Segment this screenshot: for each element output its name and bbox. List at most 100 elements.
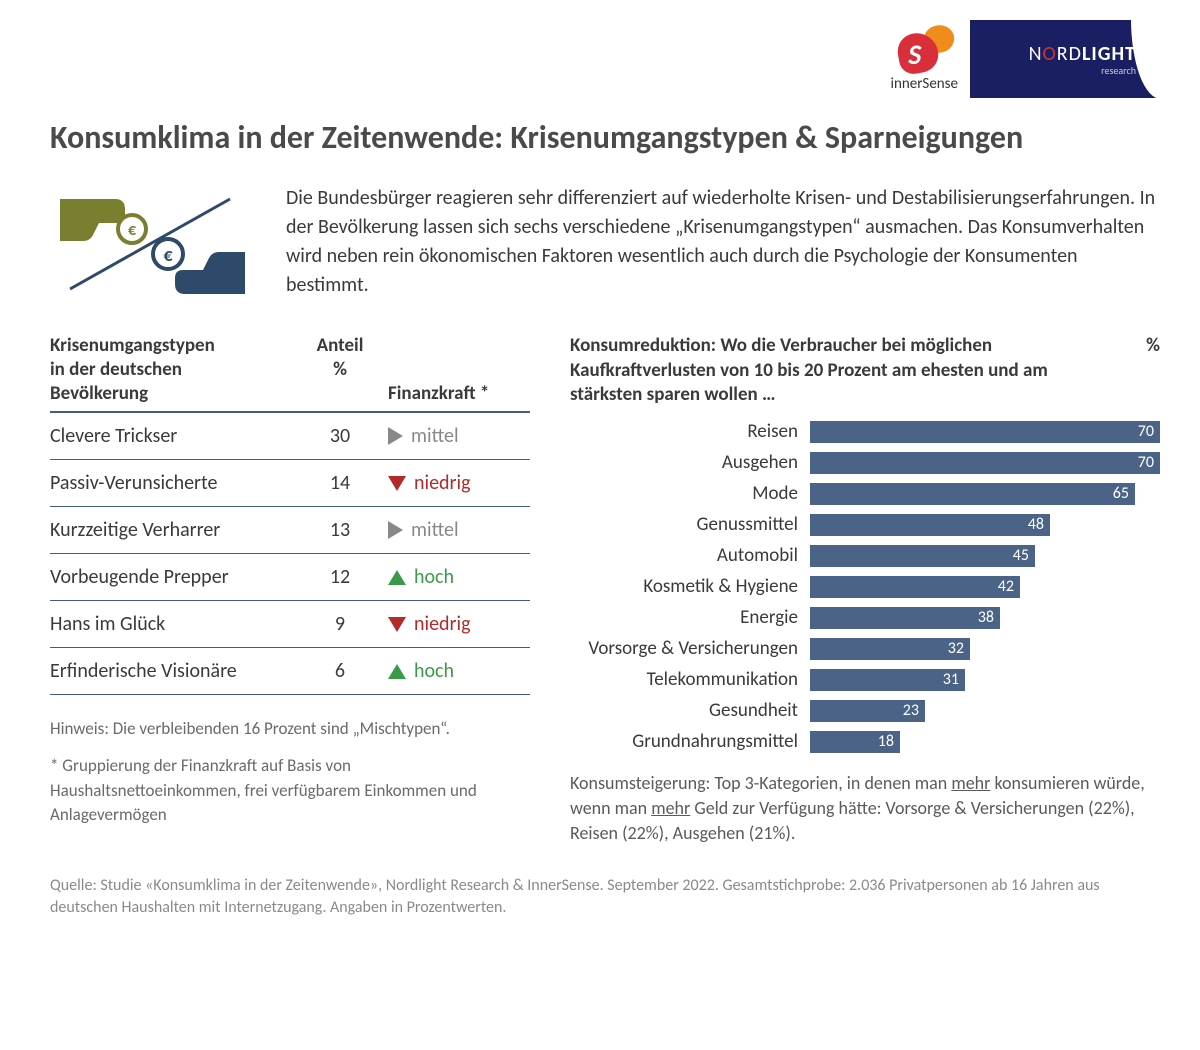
bar-track: 23 bbox=[810, 700, 1160, 722]
bar-label: Gesundheit bbox=[570, 699, 810, 722]
crisis-types-table: Krisenumgangstypen in der deutschen Bevö… bbox=[50, 334, 530, 847]
row-pct: 6 bbox=[300, 659, 380, 683]
chart-title-row: Konsumreduktion: Wo die Verbraucher bei … bbox=[570, 334, 1160, 408]
row-finanzkraft: mittel bbox=[380, 424, 530, 448]
bar-label: Ausgehen bbox=[570, 451, 810, 474]
th-col1-l1: Krisenumgangstypen bbox=[50, 334, 215, 357]
bar-value: 70 bbox=[810, 421, 1160, 443]
bar-row: Automobil45 bbox=[570, 540, 1160, 571]
bar-value: 38 bbox=[810, 607, 1000, 629]
finanzkraft-label: mittel bbox=[411, 518, 459, 542]
th-col1-l3: Bevölkerung bbox=[50, 382, 148, 405]
row-finanzkraft: niedrig bbox=[380, 612, 530, 636]
footnote-1: Hinweis: Die verbleibenden 16 Prozent si… bbox=[50, 717, 530, 742]
chart-pct-header: % bbox=[1120, 334, 1160, 408]
bar-value: 65 bbox=[810, 483, 1135, 505]
innersense-logo-shape: S bbox=[894, 25, 954, 73]
bar-label: Genussmittel bbox=[570, 513, 810, 536]
bar-track: 18 bbox=[810, 731, 1160, 753]
bar-track: 42 bbox=[810, 576, 1160, 598]
row-pct: 14 bbox=[300, 471, 380, 495]
table-row: Passiv-Verunsicherte14niedrig bbox=[50, 460, 530, 507]
row-finanzkraft: mittel bbox=[380, 518, 530, 542]
bar-track: 45 bbox=[810, 545, 1160, 567]
cf-u1: mehr bbox=[951, 772, 990, 794]
bar-label: Automobil bbox=[570, 544, 810, 567]
bar-row: Reisen70 bbox=[570, 416, 1160, 447]
row-name: Passiv-Verunsicherte bbox=[50, 471, 300, 495]
bar-track: 70 bbox=[810, 452, 1160, 474]
row-finanzkraft: niedrig bbox=[380, 471, 530, 495]
row-name: Vorbeugende Prepper bbox=[50, 565, 300, 589]
bar-row: Vorsorge & Versicherungen32 bbox=[570, 633, 1160, 664]
table-row: Hans im Glück9niedrig bbox=[50, 601, 530, 648]
main-row: Krisenumgangstypen in der deutschen Bevö… bbox=[50, 334, 1160, 847]
row-finanzkraft: hoch bbox=[380, 659, 530, 683]
bar-row: Genussmittel48 bbox=[570, 509, 1160, 540]
bar-track: 70 bbox=[810, 421, 1160, 443]
bar-label: Vorsorge & Versicherungen bbox=[570, 637, 810, 660]
innersense-logo-text: innerSense bbox=[891, 75, 958, 93]
cf-u2: mehr bbox=[651, 797, 690, 819]
bar-row: Mode65 bbox=[570, 478, 1160, 509]
row-pct: 30 bbox=[300, 424, 380, 448]
finanzkraft-label: mittel bbox=[411, 424, 459, 448]
table-footnotes: Hinweis: Die verbleibenden 16 Prozent si… bbox=[50, 717, 530, 828]
intro-text: Die Bundesbürger reagieren sehr differen… bbox=[286, 184, 1160, 300]
chart-footer: Konsumsteigerung: Top 3-Kategorien, in d… bbox=[570, 771, 1160, 847]
table-row: Clevere Trickser30mittel bbox=[50, 413, 530, 460]
bar-value: 70 bbox=[810, 452, 1160, 474]
table-body: Clevere Trickser30mittelPassiv-Verunsich… bbox=[50, 413, 530, 695]
svg-text:€: € bbox=[163, 244, 173, 266]
bar-label: Kosmetik & Hygiene bbox=[570, 575, 810, 598]
table-row: Erfinderische Visionäre6 hoch bbox=[50, 648, 530, 695]
th-col2-l2: % bbox=[333, 358, 347, 381]
arrow-down-icon bbox=[388, 476, 406, 491]
nordlight-logo-text: NORDLIGHT bbox=[1029, 42, 1136, 66]
bar-label: Energie bbox=[570, 606, 810, 629]
bar-value: 32 bbox=[810, 638, 970, 660]
table-header: Krisenumgangstypen in der deutschen Bevö… bbox=[50, 334, 530, 413]
nordlight-logo-sub: research bbox=[1101, 64, 1136, 77]
row-pct: 12 bbox=[300, 565, 380, 589]
row-pct: 13 bbox=[300, 518, 380, 542]
bar-value: 31 bbox=[810, 669, 965, 691]
bar-value: 23 bbox=[810, 700, 925, 722]
finanzkraft-label: hoch bbox=[414, 659, 454, 683]
bar-label: Grundnahrungsmittel bbox=[570, 730, 810, 753]
bar-row: Energie38 bbox=[570, 602, 1160, 633]
bar-label: Reisen bbox=[570, 420, 810, 443]
source-line: Quelle: Studie «Konsumklima in der Zeite… bbox=[50, 875, 1160, 920]
bar-row: Kosmetik & Hygiene42 bbox=[570, 571, 1160, 602]
arrow-right-icon bbox=[388, 521, 403, 539]
finanzkraft-label: hoch bbox=[414, 565, 454, 589]
bar-track: 38 bbox=[810, 607, 1160, 629]
bar-row: Gesundheit23 bbox=[570, 695, 1160, 726]
bar-row: Grundnahrungsmittel18 bbox=[570, 726, 1160, 757]
bar-track: 48 bbox=[810, 514, 1160, 536]
nordlight-logo: NORDLIGHT research bbox=[970, 20, 1160, 98]
bar-value: 45 bbox=[810, 545, 1035, 567]
row-finanzkraft: hoch bbox=[380, 565, 530, 589]
table-row: Kurzzeitige Verharrer13mittel bbox=[50, 507, 530, 554]
bar-value: 48 bbox=[810, 514, 1050, 536]
arrow-up-icon bbox=[388, 664, 406, 679]
logo-bar: S innerSense NORDLIGHT research bbox=[50, 20, 1160, 98]
arrow-right-icon bbox=[388, 427, 403, 445]
svg-text:€: € bbox=[128, 221, 137, 240]
hands-euro-icon: € € bbox=[50, 184, 250, 304]
page-title: Konsumklima in der Zeitenwende: Krisenum… bbox=[50, 118, 1160, 158]
intro-row: € € Die Bundesbürger reagieren sehr diff… bbox=[50, 184, 1160, 304]
table-row: Vorbeugende Prepper12 hoch bbox=[50, 554, 530, 601]
th-col1-l2: in der deutschen bbox=[50, 358, 182, 381]
bar-track: 65 bbox=[810, 483, 1160, 505]
bar-value: 18 bbox=[810, 731, 900, 753]
bar-label: Mode bbox=[570, 482, 810, 505]
row-name: Erfinderische Visionäre bbox=[50, 659, 300, 683]
bar-track: 32 bbox=[810, 638, 1160, 660]
row-pct: 9 bbox=[300, 612, 380, 636]
bar-value: 42 bbox=[810, 576, 1020, 598]
chart-bars: Reisen70Ausgehen70Mode65Genussmittel48Au… bbox=[570, 416, 1160, 757]
bar-track: 31 bbox=[810, 669, 1160, 691]
innersense-logo: S innerSense bbox=[891, 25, 958, 93]
